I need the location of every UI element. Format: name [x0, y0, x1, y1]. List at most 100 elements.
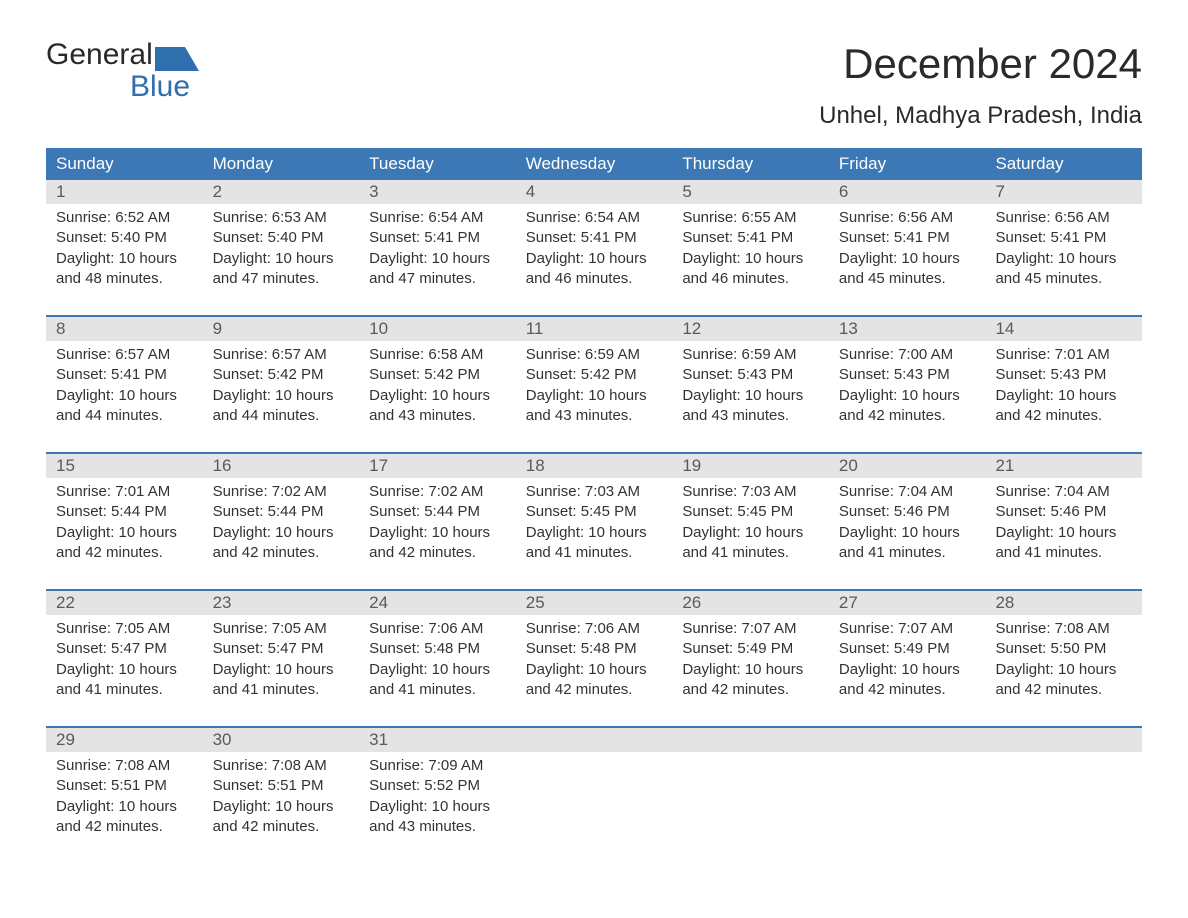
- sunset-line: Sunset: 5:46 PM: [839, 502, 976, 522]
- sunset-line: Sunset: 5:43 PM: [839, 365, 976, 385]
- day-details: Sunrise: 6:54 AMSunset: 5:41 PMDaylight:…: [359, 204, 516, 301]
- day-number: 7: [985, 180, 1142, 204]
- day-details: Sunrise: 6:52 AMSunset: 5:40 PMDaylight:…: [46, 204, 203, 301]
- sunset-line: Sunset: 5:44 PM: [56, 502, 193, 522]
- day-details: Sunrise: 7:03 AMSunset: 5:45 PMDaylight:…: [672, 478, 829, 575]
- sunrise-line: Sunrise: 7:05 AM: [213, 619, 350, 639]
- daylight-line: Daylight: 10 hours and 42 minutes.: [56, 797, 193, 838]
- day-number: [516, 728, 673, 752]
- page-title: December 2024: [843, 40, 1142, 88]
- sunset-line: Sunset: 5:44 PM: [213, 502, 350, 522]
- daylight-line: Daylight: 10 hours and 43 minutes.: [526, 386, 663, 427]
- sunset-line: Sunset: 5:42 PM: [526, 365, 663, 385]
- daylight-line: Daylight: 10 hours and 42 minutes.: [995, 386, 1132, 427]
- calendar-day: 28 Sunrise: 7:08 AMSunset: 5:50 PMDayligh…: [985, 591, 1142, 712]
- day-details: Sunrise: 6:59 AMSunset: 5:43 PMDaylight:…: [672, 341, 829, 438]
- sunrise-line: Sunrise: 7:04 AM: [839, 482, 976, 502]
- calendar-day: 20Sunrise: 7:04 AMSunset: 5:46 PMDayligh…: [829, 454, 986, 575]
- calendar-day: 1Sunrise: 6:52 AMSunset: 5:40 PMDaylight…: [46, 180, 203, 301]
- calendar-day: 14 Sunrise: 7:01 AMSunset: 5:43 PMDayligh…: [985, 317, 1142, 438]
- sunset-line: Sunset: 5:49 PM: [682, 639, 819, 659]
- calendar-day: 11Sunrise: 6:59 AMSunset: 5:42 PMDayligh…: [516, 317, 673, 438]
- daylight-line: Daylight: 10 hours and 45 minutes.: [995, 249, 1132, 290]
- daylight-line: Daylight: 10 hours and 42 minutes.: [526, 660, 663, 701]
- daylight-line: Daylight: 10 hours and 42 minutes.: [682, 660, 819, 701]
- sunset-line: Sunset: 5:46 PM: [995, 502, 1132, 522]
- day-number: [829, 728, 986, 752]
- day-number: 13: [829, 317, 986, 341]
- logo-word2: Blue: [130, 72, 190, 102]
- day-details: Sunrise: 7:06 AMSunset: 5:48 PMDaylight:…: [359, 615, 516, 712]
- weekday-header: Saturday: [985, 148, 1142, 180]
- sunset-line: Sunset: 5:45 PM: [682, 502, 819, 522]
- sunrise-line: Sunrise: 7:06 AM: [369, 619, 506, 639]
- day-number: 9: [203, 317, 360, 341]
- daylight-line: Daylight: 10 hours and 42 minutes.: [369, 523, 506, 564]
- calendar-day: 2Sunrise: 6:53 AMSunset: 5:40 PMDaylight…: [203, 180, 360, 301]
- sunset-line: Sunset: 5:40 PM: [213, 228, 350, 248]
- sunset-line: Sunset: 5:41 PM: [526, 228, 663, 248]
- day-number: 29: [46, 728, 203, 752]
- day-number: 4: [516, 180, 673, 204]
- day-details: Sunrise: 7:02 AMSunset: 5:44 PMDaylight:…: [359, 478, 516, 575]
- sunrise-line: Sunrise: 7:03 AM: [682, 482, 819, 502]
- day-details: Sunrise: 6:56 AMSunset: 5:41 PMDaylight:…: [829, 204, 986, 301]
- day-number: 12: [672, 317, 829, 341]
- day-details: [829, 752, 986, 832]
- sunrise-line: Sunrise: 6:56 AM: [995, 208, 1132, 228]
- calendar-day: 10Sunrise: 6:58 AMSunset: 5:42 PMDayligh…: [359, 317, 516, 438]
- weekday-header: Friday: [829, 148, 986, 180]
- logo-flag-icon: [155, 43, 199, 71]
- day-details: Sunrise: 6:53 AMSunset: 5:40 PMDaylight:…: [203, 204, 360, 301]
- sunrise-line: Sunrise: 7:06 AM: [526, 619, 663, 639]
- daylight-line: Daylight: 10 hours and 41 minutes.: [526, 523, 663, 564]
- day-details: Sunrise: 7:07 AMSunset: 5:49 PMDaylight:…: [672, 615, 829, 712]
- daylight-line: Daylight: 10 hours and 44 minutes.: [56, 386, 193, 427]
- day-number: 5: [672, 180, 829, 204]
- sunrise-line: Sunrise: 7:00 AM: [839, 345, 976, 365]
- sunrise-line: Sunrise: 7:08 AM: [995, 619, 1132, 639]
- sunset-line: Sunset: 5:41 PM: [682, 228, 819, 248]
- sunrise-line: Sunrise: 6:59 AM: [682, 345, 819, 365]
- daylight-line: Daylight: 10 hours and 43 minutes.: [369, 386, 506, 427]
- weekday-header: Thursday: [672, 148, 829, 180]
- sunrise-line: Sunrise: 7:01 AM: [995, 345, 1132, 365]
- sunset-line: Sunset: 5:42 PM: [213, 365, 350, 385]
- daylight-line: Daylight: 10 hours and 43 minutes.: [369, 797, 506, 838]
- day-number: 24: [359, 591, 516, 615]
- sunrise-line: Sunrise: 6:54 AM: [369, 208, 506, 228]
- daylight-line: Daylight: 10 hours and 45 minutes.: [839, 249, 976, 290]
- sunset-line: Sunset: 5:50 PM: [995, 639, 1132, 659]
- daylight-line: Daylight: 10 hours and 42 minutes.: [839, 660, 976, 701]
- day-number: 14: [985, 317, 1142, 341]
- sunset-line: Sunset: 5:52 PM: [369, 776, 506, 796]
- day-number: 8: [46, 317, 203, 341]
- calendar-day: 6Sunrise: 6:56 AMSunset: 5:41 PMDaylight…: [829, 180, 986, 301]
- day-number: 15: [46, 454, 203, 478]
- daylight-line: Daylight: 10 hours and 42 minutes.: [995, 660, 1132, 701]
- sunrise-line: Sunrise: 7:02 AM: [213, 482, 350, 502]
- daylight-line: Daylight: 10 hours and 48 minutes.: [56, 249, 193, 290]
- sunset-line: Sunset: 5:43 PM: [995, 365, 1132, 385]
- day-details: Sunrise: 7:05 AMSunset: 5:47 PMDaylight:…: [46, 615, 203, 712]
- logo-word1: General: [46, 40, 153, 70]
- sunrise-line: Sunrise: 6:56 AM: [839, 208, 976, 228]
- day-number: 28: [985, 591, 1142, 615]
- sunrise-line: Sunrise: 7:02 AM: [369, 482, 506, 502]
- day-number: 17: [359, 454, 516, 478]
- day-number: 19: [672, 454, 829, 478]
- calendar-day: 12Sunrise: 6:59 AMSunset: 5:43 PMDayligh…: [672, 317, 829, 438]
- calendar-header-row: Sunday Monday Tuesday Wednesday Thursday…: [46, 148, 1142, 180]
- daylight-line: Daylight: 10 hours and 41 minutes.: [839, 523, 976, 564]
- calendar-day: 19Sunrise: 7:03 AMSunset: 5:45 PMDayligh…: [672, 454, 829, 575]
- sunrise-line: Sunrise: 7:08 AM: [56, 756, 193, 776]
- daylight-line: Daylight: 10 hours and 47 minutes.: [213, 249, 350, 290]
- day-details: [985, 752, 1142, 832]
- day-number: 27: [829, 591, 986, 615]
- day-number: 10: [359, 317, 516, 341]
- calendar-day: 15Sunrise: 7:01 AMSunset: 5:44 PMDayligh…: [46, 454, 203, 575]
- sunset-line: Sunset: 5:51 PM: [56, 776, 193, 796]
- location-subtitle: Unhel, Madhya Pradesh, India: [46, 102, 1142, 130]
- daylight-line: Daylight: 10 hours and 41 minutes.: [213, 660, 350, 701]
- daylight-line: Daylight: 10 hours and 41 minutes.: [682, 523, 819, 564]
